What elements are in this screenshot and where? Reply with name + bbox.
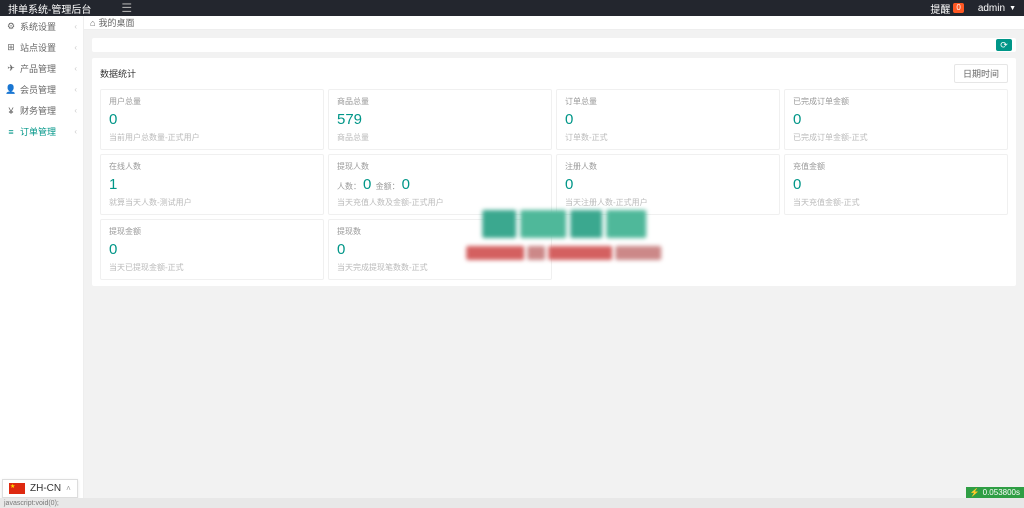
stat-card-withdraw-amount: 提现金额 0 当天已提现金额-正式 — [100, 219, 324, 280]
user-icon: 👤 — [6, 85, 16, 95]
user-label: admin — [978, 3, 1005, 14]
bolt-icon: ⚡ — [970, 488, 980, 497]
sidebar-item-product[interactable]: ✈ 产品管理 ‹ — [0, 58, 83, 79]
performance-value: 0.053800s — [983, 488, 1020, 497]
stat-desc: 当天充值金额-正式 — [793, 197, 999, 208]
sidebar-item-system[interactable]: ⚙ 系统设置 ‹ — [0, 16, 83, 37]
sidebar-item-order[interactable]: ≡ 订单管理 ‹ — [0, 121, 83, 142]
stat-card-withdraw-count: 提现数 0 当天完成提现笔数数-正式 — [328, 219, 552, 280]
stat-card-completed: 已完成订单金额 0 已完成订单金额-正式 — [784, 89, 1008, 150]
stat-label: 注册人数 — [565, 161, 771, 172]
toolbar: ⟳ — [92, 38, 1016, 52]
stat-label: 在线人数 — [109, 161, 315, 172]
stat-card-recharge: 充值金额 0 当天充值金额-正式 — [784, 154, 1008, 215]
sidebar-item-label: 系统设置 — [20, 20, 56, 33]
stat-label: 已完成订单金额 — [793, 96, 999, 107]
stat-desc: 当天已提现金额-正式 — [109, 262, 315, 273]
sidebar-item-member[interactable]: 👤 会员管理 ‹ — [0, 79, 83, 100]
stat-label: 用户总量 — [109, 96, 315, 107]
tab-label: 我的桌面 — [98, 16, 134, 29]
stat-card-online: 在线人数 1 就算当天人数-测试用户 — [100, 154, 324, 215]
flag-cn-icon — [9, 483, 25, 494]
gear-icon: ⚙ — [6, 22, 16, 32]
chevron-left-icon: ‹ — [74, 22, 77, 31]
stat-desc: 当天完成提现笔数数-正式 — [337, 262, 543, 273]
window-icon: ⊞ — [6, 43, 16, 53]
stat-card-users: 用户总量 0 当前用户总数量-正式用户 — [100, 89, 324, 150]
stat-label: 提现人数 — [337, 161, 543, 172]
performance-badge[interactable]: ⚡ 0.053800s — [966, 487, 1024, 498]
main-content: ⌂ 我的桌面 ⟳ 数据统计 日期时间 用户总量 — [84, 16, 1024, 498]
sidebar-item-label: 订单管理 — [20, 125, 56, 138]
sidebar: ⚙ 系统设置 ‹ ⊞ 站点设置 ‹ ✈ 产品管理 ‹ 👤 会员管理 ‹ ¥ 财务… — [0, 16, 84, 498]
stat-desc: 订单数-正式 — [565, 132, 771, 143]
stat-card-orders: 订单总量 0 订单数-正式 — [556, 89, 780, 150]
sidebar-item-site[interactable]: ⊞ 站点设置 ‹ — [0, 37, 83, 58]
chevron-down-icon: ▼ — [1009, 5, 1016, 12]
sidebar-item-label: 财务管理 — [20, 104, 56, 117]
status-text: javascript:void(0); — [4, 500, 59, 507]
refresh-button[interactable]: ⟳ — [996, 39, 1012, 51]
sidebar-item-label: 产品管理 — [20, 62, 56, 75]
app-header: 排单系统-管理后台 ☰ 提醒 0 admin ▼ — [0, 0, 1024, 16]
notification-label: 提醒 — [930, 1, 950, 16]
stat-value: 0 — [793, 176, 999, 193]
stat-label: 提现数 — [337, 226, 543, 237]
language-switcher[interactable]: ZH-CN ˄ — [2, 479, 78, 498]
plane-icon: ✈ — [6, 64, 16, 74]
chevron-left-icon: ‹ — [74, 106, 77, 115]
notification-badge: 0 — [953, 3, 963, 13]
tab-bar: ⌂ 我的桌面 — [84, 16, 1024, 30]
stat-card-register: 注册人数 0 当天注册人数-正式用户 — [556, 154, 780, 215]
stat-desc: 商品总量 — [337, 132, 543, 143]
stat-label: 商品总量 — [337, 96, 543, 107]
sidebar-item-label: 站点设置 — [20, 41, 56, 54]
stat-card-withdraw-people: 提现人数 人数：0 金额：0 当天充值人数及金额-正式用户 — [328, 154, 552, 215]
panel-title: 数据统计 — [100, 67, 136, 80]
home-icon: ⌂ — [90, 18, 95, 28]
stat-desc: 当前用户总数量-正式用户 — [109, 132, 315, 143]
yen-icon: ¥ — [6, 106, 16, 116]
stat-value: 0 — [337, 241, 543, 258]
stat-desc: 已完成订单金额-正式 — [793, 132, 999, 143]
stat-value: 0 — [109, 111, 315, 128]
stat-value: 1 — [109, 176, 315, 193]
stats-panel: 数据统计 日期时间 用户总量 0 当前用户总数量-正式用户 商品总量 579 — [92, 58, 1016, 286]
stat-desc: 当天注册人数-正式用户 — [565, 197, 771, 208]
stat-desc: 当天充值人数及金额-正式用户 — [337, 197, 543, 208]
chevron-left-icon: ‹ — [74, 43, 77, 52]
sidebar-item-label: 会员管理 — [20, 83, 56, 96]
chevron-left-icon: ‹ — [74, 64, 77, 73]
stat-value: 0 — [109, 241, 315, 258]
menu-toggle-icon[interactable]: ☰ — [121, 1, 132, 15]
chevron-left-icon: ‹ — [74, 85, 77, 94]
stat-value-multi: 人数：0 金额：0 — [337, 176, 543, 193]
stat-card-products: 商品总量 579 商品总量 — [328, 89, 552, 150]
stat-value: 0 — [565, 176, 771, 193]
stat-value: 0 — [793, 111, 999, 128]
status-bar: javascript:void(0); — [0, 498, 1024, 508]
stat-label: 提现金额 — [109, 226, 315, 237]
stat-label: 订单总量 — [565, 96, 771, 107]
user-menu[interactable]: admin ▼ — [978, 3, 1016, 14]
stat-desc: 就算当天人数-测试用户 — [109, 197, 315, 208]
stat-value: 0 — [565, 111, 771, 128]
language-label: ZH-CN — [30, 483, 61, 494]
notification-button[interactable]: 提醒 0 — [930, 1, 963, 16]
stat-value: 579 — [337, 111, 543, 128]
app-title: 排单系统-管理后台 — [8, 1, 91, 16]
date-picker-button[interactable]: 日期时间 — [954, 64, 1008, 83]
sidebar-item-finance[interactable]: ¥ 财务管理 ‹ — [0, 100, 83, 121]
tab-home[interactable]: ⌂ 我的桌面 — [90, 16, 134, 29]
list-icon: ≡ — [6, 127, 16, 137]
stat-label: 充值金额 — [793, 161, 999, 172]
chevron-up-icon: ˄ — [66, 484, 71, 493]
chevron-left-icon: ‹ — [74, 127, 77, 136]
